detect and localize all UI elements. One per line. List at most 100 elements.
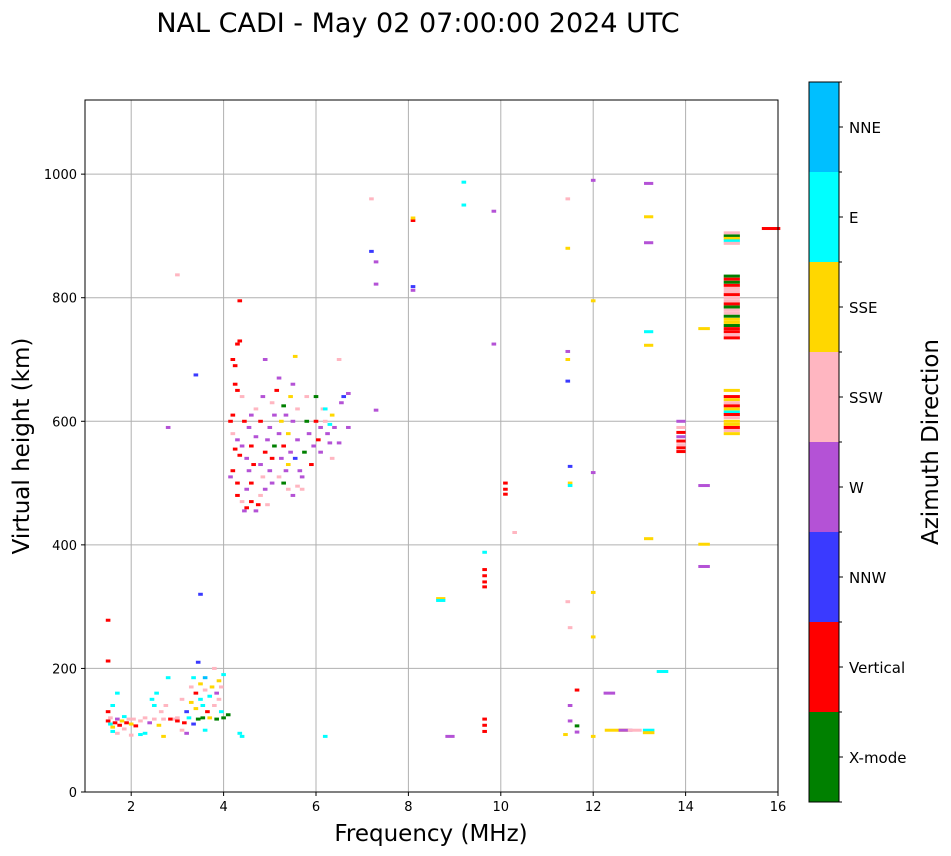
y-tick-label: 200 <box>52 662 77 677</box>
data-point-w <box>567 719 573 723</box>
colorbar-segment <box>809 352 839 442</box>
data-point-w <box>676 419 686 423</box>
data-point-w <box>279 456 284 460</box>
data-point-sse <box>723 317 740 321</box>
data-point-x-mode <box>272 444 277 448</box>
data-point-x-mode <box>200 716 206 720</box>
data-point-ssw <box>230 432 236 436</box>
data-point-vertical <box>244 506 250 510</box>
data-point-w <box>565 349 571 353</box>
data-point-w <box>644 181 654 185</box>
data-point-vertical <box>482 580 487 584</box>
data-point-nnw <box>410 285 416 289</box>
data-point-vertical <box>242 419 247 423</box>
data-point-nnw <box>191 722 196 726</box>
x-tick-label: 6 <box>312 800 320 815</box>
data-point-ssw <box>295 407 300 411</box>
data-point-vertical <box>255 503 261 507</box>
data-point-w <box>306 432 312 436</box>
data-point-vertical <box>232 447 238 451</box>
data-point-vertical <box>112 721 118 725</box>
x-tick-label: 2 <box>127 800 135 815</box>
data-point-sse <box>279 419 284 423</box>
data-point-vertical <box>258 419 263 423</box>
data-point-e <box>327 422 333 426</box>
data-point-ssw <box>253 407 259 411</box>
data-point-w <box>276 432 282 436</box>
data-point-ssw <box>299 487 305 491</box>
data-point-vertical <box>249 500 254 504</box>
data-point-w <box>246 425 252 429</box>
data-point-e <box>642 728 655 732</box>
data-point-vertical <box>723 425 740 429</box>
data-point-w <box>246 469 252 473</box>
data-point-ssw <box>151 717 157 721</box>
data-point-e <box>482 550 487 554</box>
data-point-vertical <box>133 724 139 728</box>
data-point-w <box>618 728 633 732</box>
data-point-ssw <box>676 425 686 429</box>
data-point-w <box>590 178 596 182</box>
data-point-e <box>154 691 159 695</box>
data-point-e <box>237 731 243 735</box>
data-point-vertical <box>235 388 240 392</box>
data-point-e <box>110 704 116 707</box>
data-point-ssw <box>258 493 263 497</box>
colorbar-segment <box>809 262 839 352</box>
data-point-sse <box>329 413 335 417</box>
colorbar-frame <box>808 81 840 803</box>
data-point-sse <box>207 716 213 720</box>
data-point-vertical <box>482 717 487 721</box>
data-point-e <box>138 733 143 737</box>
data-point-vertical <box>723 277 740 281</box>
data-point-w <box>244 487 250 491</box>
data-point-e <box>218 710 224 714</box>
data-point-e <box>200 704 206 707</box>
data-point-ssw <box>216 697 222 701</box>
data-point-w <box>242 509 247 513</box>
colorbar-segment <box>809 442 839 532</box>
data-point-w <box>698 484 710 488</box>
data-point-vertical <box>235 481 240 485</box>
data-point-ssw <box>565 197 571 201</box>
data-point-vertical <box>723 330 740 334</box>
data-point-w <box>491 209 497 213</box>
data-point-sse <box>565 246 571 250</box>
data-point-sse <box>698 542 710 546</box>
data-point-ssw <box>295 484 300 488</box>
data-point-vertical <box>237 453 243 457</box>
data-point-ssw <box>108 716 113 720</box>
data-point-vertical <box>574 688 580 692</box>
data-point-sse <box>285 432 291 436</box>
data-point-nnw <box>369 249 374 253</box>
data-point-vertical <box>182 721 187 725</box>
data-point-vertical <box>105 710 111 714</box>
data-point-w <box>339 401 344 405</box>
data-point-w <box>318 450 323 454</box>
data-point-e <box>644 330 654 334</box>
data-point-vertical <box>503 487 508 491</box>
data-point-nnw <box>198 592 203 596</box>
data-point-w <box>115 717 120 721</box>
data-point-e <box>322 407 328 411</box>
data-point-w <box>214 691 219 695</box>
data-point-sse <box>590 635 596 639</box>
x-tick-label: 12 <box>585 800 602 815</box>
data-point-vertical <box>232 382 238 386</box>
data-point-ssw <box>131 717 136 721</box>
data-point-sse <box>198 682 203 686</box>
data-point-x-mode <box>214 717 219 721</box>
data-point-w <box>445 734 455 738</box>
data-point-vertical <box>228 419 233 423</box>
data-point-ssw <box>304 395 310 399</box>
data-point-vertical <box>723 327 740 331</box>
data-point-ssw <box>126 717 132 721</box>
data-point-vertical <box>723 293 740 297</box>
data-point-w <box>567 704 573 707</box>
data-point-ssw <box>138 719 143 723</box>
data-point-ssw <box>723 231 740 235</box>
data-point-vertical <box>723 283 740 287</box>
data-point-w <box>260 395 266 399</box>
data-point-vertical <box>676 439 686 443</box>
data-point-x-mode <box>723 314 740 318</box>
